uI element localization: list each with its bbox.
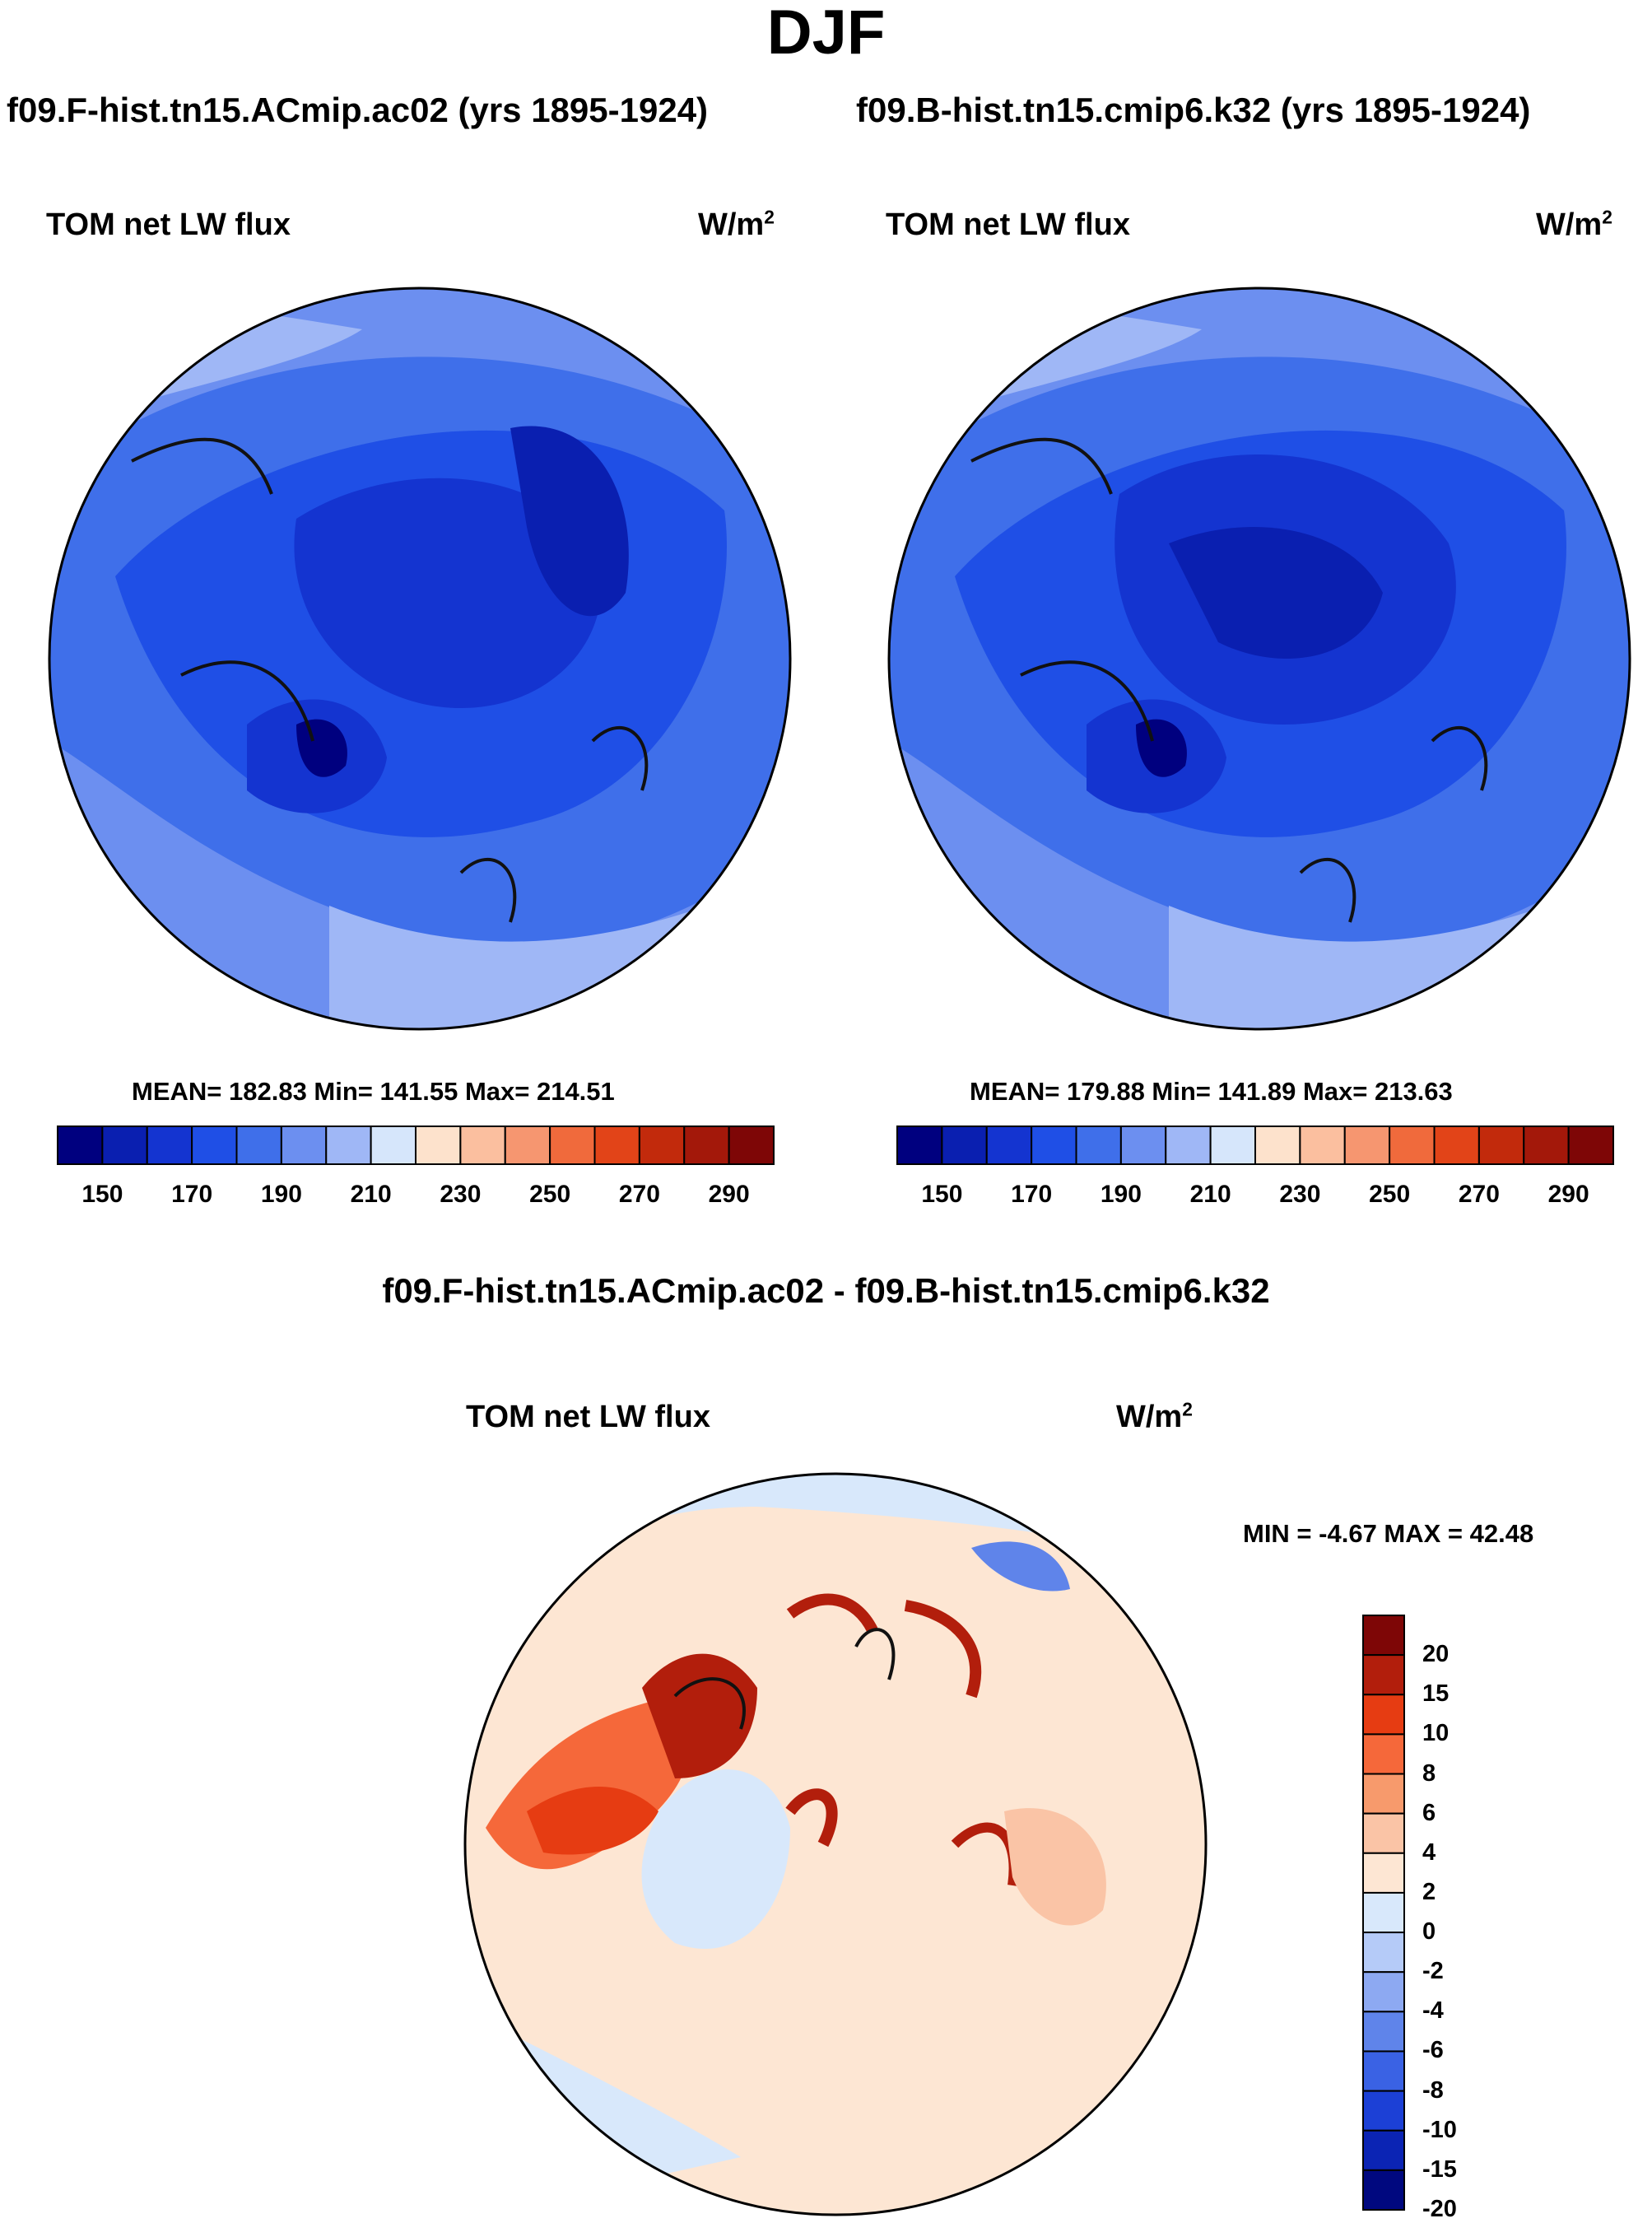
colorbar-tick-label: -4 [1422, 1997, 1444, 2025]
colorbar-swatch [1362, 1852, 1405, 1894]
colorbar-tick-label: 150 [921, 1181, 963, 1208]
case-title-right: f09.B-hist.tn15.cmip6.k32 (yrs 1895-1924… [856, 91, 1531, 129]
colorbar-swatch [1362, 1773, 1405, 1815]
figure-title: DJF [766, 0, 886, 68]
colorbar-tick-label: -20 [1422, 2196, 1457, 2222]
colorbar-swatch [1031, 1125, 1077, 1165]
colorbar-swatch [638, 1125, 686, 1165]
colorbar-swatch [1362, 1615, 1405, 1657]
colorbar-tick-label: -8 [1422, 2076, 1444, 2104]
colorbar-tick-label: 190 [260, 1181, 302, 1208]
colorbar-tick-label: 270 [1458, 1181, 1500, 1208]
colorbar-panel-1 [57, 1125, 775, 1165]
colorbar-swatch [1075, 1125, 1122, 1165]
colorbar-swatch [1433, 1125, 1480, 1165]
case-title-left: f09.F-hist.tn15.ACmip.ac02 (yrs 1895-192… [7, 91, 709, 129]
colorbar-tick-label: -15 [1422, 2155, 1457, 2183]
colorbar-tick-label: 8 [1422, 1759, 1436, 1787]
colorbar-swatch [549, 1125, 596, 1165]
colorbar-tick-label: -6 [1422, 2037, 1444, 2064]
colorbar-tick-label: 190 [1100, 1181, 1142, 1208]
colorbar-swatch [1299, 1125, 1346, 1165]
colorbar-tick-label: 10 [1422, 1720, 1450, 1747]
colorbar-swatch [146, 1125, 193, 1165]
colorbar-swatch [1362, 1891, 1405, 1934]
colorbar-tick-label: 20 [1422, 1641, 1450, 1668]
colorbar-swatch [683, 1125, 730, 1165]
colorbar-tick-label: 290 [708, 1181, 750, 1208]
colorbar-swatch [1165, 1125, 1212, 1165]
colorbar-swatch [1362, 2050, 1405, 2092]
colorbar-swatch [1362, 1694, 1405, 1736]
colorbar-swatch [1567, 1125, 1614, 1165]
colorbar-tick-label: 210 [1189, 1181, 1231, 1208]
colorbar-tick-label: -10 [1422, 2116, 1457, 2143]
colorbar-tick-label: 250 [529, 1181, 571, 1208]
colorbar-tick-label: 2 [1422, 1878, 1436, 1905]
colorbar-tick-label: 15 [1422, 1680, 1450, 1708]
colorbar-swatch [1362, 1971, 1405, 2013]
colorbar-swatch [415, 1125, 462, 1165]
colorbar-tick-label: 0 [1422, 1918, 1436, 1946]
colorbar-swatch [235, 1125, 282, 1165]
colorbar-swatch [1362, 2011, 1405, 2053]
colorbar-tick-label: 230 [440, 1181, 482, 1208]
colorbar-tick-label: 170 [1011, 1181, 1053, 1208]
colorbar-tick-label: -2 [1422, 1958, 1444, 1985]
colorbar-difference [1362, 1615, 1405, 2211]
colorbar-tick-label: 170 [171, 1181, 213, 1208]
colorbar-swatch [280, 1125, 328, 1165]
colorbar-panel-2 [896, 1125, 1614, 1165]
colorbar-tick-label: 210 [350, 1181, 392, 1208]
colorbar-swatch [985, 1125, 1033, 1165]
panel-3-stats: MIN = -4.67 MAX = 42.48 [1243, 1519, 1534, 1548]
colorbar-swatch [1254, 1125, 1301, 1165]
colorbar-swatch [1362, 1812, 1405, 1854]
colorbar-tick-label: 4 [1422, 1839, 1436, 1866]
colorbar-swatch [370, 1125, 416, 1165]
colorbar-swatch [325, 1125, 372, 1165]
colorbar-swatch [1362, 1932, 1405, 1974]
colorbar-swatch [941, 1125, 988, 1165]
colorbar-tick-label: 6 [1422, 1799, 1436, 1826]
colorbar-swatch [101, 1125, 148, 1165]
panel-1-units: W/m2 [698, 206, 775, 242]
panel-1-stats: MEAN= 182.83 Min= 141.55 Max= 214.51 [132, 1077, 615, 1106]
colorbar-swatch [459, 1125, 506, 1165]
difference-title: f09.F-hist.tn15.ACmip.ac02 - f09.B-hist.… [382, 1271, 1270, 1310]
panel-3-variable: TOM net LW flux [466, 1400, 710, 1434]
colorbar-swatch [1362, 2169, 1405, 2211]
colorbar-tick-label: 150 [81, 1181, 123, 1208]
colorbar-swatch [1362, 2129, 1405, 2171]
colorbar-swatch [728, 1125, 775, 1165]
colorbar-swatch [1362, 2090, 1405, 2132]
colorbar-swatch [1523, 1125, 1570, 1165]
colorbar-tick-label: 250 [1369, 1181, 1411, 1208]
colorbar-swatch [504, 1125, 551, 1165]
panel-2-units: W/m2 [1536, 206, 1612, 242]
panel-2-variable: TOM net LW flux [886, 207, 1130, 242]
colorbar-tick-label: 230 [1279, 1181, 1321, 1208]
panel-1-variable: TOM net LW flux [46, 207, 291, 242]
colorbar-tick-label: 290 [1547, 1181, 1589, 1208]
colorbar-swatch [1389, 1125, 1436, 1165]
colorbar-tick-label: 270 [618, 1181, 660, 1208]
colorbar-swatch [1362, 1733, 1405, 1775]
panel-2-stats: MEAN= 179.88 Min= 141.89 Max= 213.63 [970, 1077, 1453, 1106]
colorbar-swatch [1362, 1654, 1405, 1696]
panel-3-units: W/m2 [1116, 1398, 1193, 1434]
